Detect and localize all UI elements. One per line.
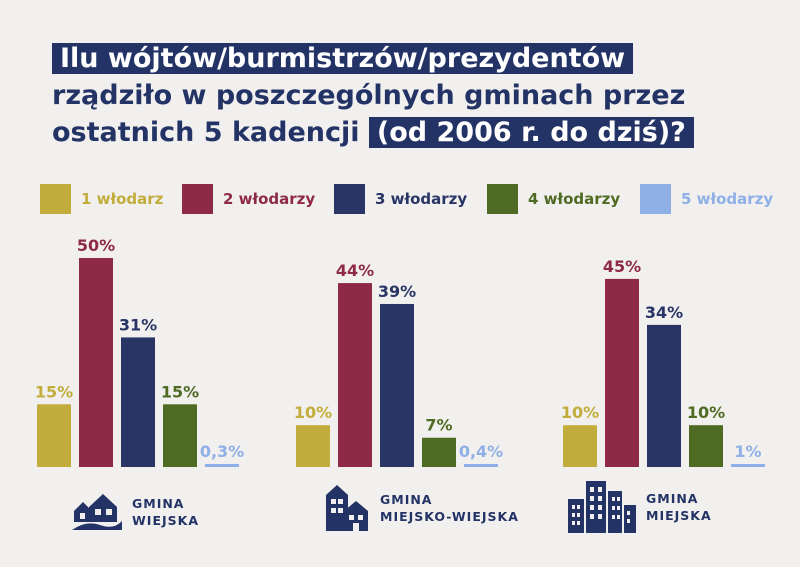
group-1-line-2: WIEJSKA xyxy=(132,513,199,528)
bar-g3-s1 xyxy=(563,425,597,467)
group-label-town: GMINA MIEJSKO-WIEJSKA xyxy=(324,485,519,531)
rural-houses-icon xyxy=(72,494,122,530)
bar-g3-s5 xyxy=(731,464,765,467)
bar-label-g2-s5: 0,4% xyxy=(459,442,503,461)
bar-label-g2-s3: 39% xyxy=(378,282,416,301)
legend-swatch-5 xyxy=(640,184,671,214)
legend-item-4: 4 włodarzy xyxy=(487,184,620,214)
bar-label-g3-s1: 10% xyxy=(561,403,599,422)
legend-swatch-4 xyxy=(487,184,518,214)
bar-label-g1-s4: 15% xyxy=(161,382,199,401)
legend-label-2: 2 włodarzy xyxy=(223,190,316,208)
bar-label-g3-s4: 10% xyxy=(687,403,725,422)
title-line-3b: (od 2006 r. do dziś)? xyxy=(368,117,694,148)
bar-g1-s2 xyxy=(79,258,113,467)
title-line-1: Ilu wójtów/burmistrzów/prezydentów xyxy=(52,43,634,74)
bar-label-g2-s4: 7% xyxy=(425,416,452,435)
town-buildings-icon xyxy=(326,485,368,531)
group-label-rural: GMINA WIEJSKA xyxy=(72,494,199,530)
legend-label-1: 1 włodarz xyxy=(81,190,164,208)
bar-label-g2-s2: 44% xyxy=(336,261,374,280)
legend-swatch-1 xyxy=(40,184,71,214)
bar-label-g3-s2: 45% xyxy=(603,257,641,276)
legend-label-5: 5 włodarzy xyxy=(681,190,774,208)
legend-item-2: 2 włodarzy xyxy=(182,184,315,214)
bar-g1-s5 xyxy=(205,464,239,467)
title-line-2: rządziło w poszczególnych gminach przez xyxy=(52,80,686,111)
bar-g3-s3 xyxy=(647,324,681,467)
bar-label-g2-s1: 10% xyxy=(294,403,332,422)
bar-g1-s4 xyxy=(163,404,197,467)
title-line-3a: ostatnich 5 kadencji xyxy=(52,117,369,148)
legend-swatch-3 xyxy=(334,184,365,214)
bar-g1-s3 xyxy=(121,337,155,467)
legend-item-5: 5 włodarzy xyxy=(640,184,773,214)
bar-g3-s4 xyxy=(689,425,723,467)
bar-label-g1-s1: 15% xyxy=(35,382,73,401)
legend: 1 włodarz 2 włodarzy 3 włodarzy 4 włodar… xyxy=(0,184,800,220)
bar-g2-s4 xyxy=(422,437,456,467)
group-label-city: GMINA MIEJSKA xyxy=(568,481,712,533)
city-skyscrapers-icon xyxy=(568,481,636,533)
bar-g2-s2 xyxy=(338,283,372,467)
chart-title: Ilu wójtów/burmistrzów/prezydentów rządz… xyxy=(52,40,752,151)
group-2-line-1: GMINA xyxy=(380,492,433,507)
bar-g3-s2 xyxy=(605,278,639,467)
bar-label-g3-s3: 34% xyxy=(645,303,683,322)
bar-g1-s1 xyxy=(37,404,71,467)
legend-label-4: 4 włodarzy xyxy=(528,190,621,208)
bar-label-g1-s3: 31% xyxy=(119,315,157,334)
bar-label-g1-s2: 50% xyxy=(77,236,115,255)
bar-g2-s3 xyxy=(380,303,414,467)
bar-label-g3-s5: 1% xyxy=(734,442,761,461)
legend-item-1: 1 włodarz xyxy=(40,184,163,214)
legend-item-3: 3 włodarzy xyxy=(334,184,467,214)
legend-label-3: 3 włodarzy xyxy=(375,190,468,208)
bar-label-g1-s5: 0,3% xyxy=(200,442,244,461)
group-3-line-2: MIEJSKA xyxy=(646,508,712,523)
group-2-line-2: MIEJSKO-WIEJSKA xyxy=(380,509,519,524)
legend-swatch-2 xyxy=(182,184,213,214)
bar-g2-s5 xyxy=(464,464,498,467)
group-1-line-1: GMINA xyxy=(132,496,185,511)
bar-g2-s1 xyxy=(296,425,330,467)
group-3-line-1: GMINA xyxy=(646,491,699,506)
